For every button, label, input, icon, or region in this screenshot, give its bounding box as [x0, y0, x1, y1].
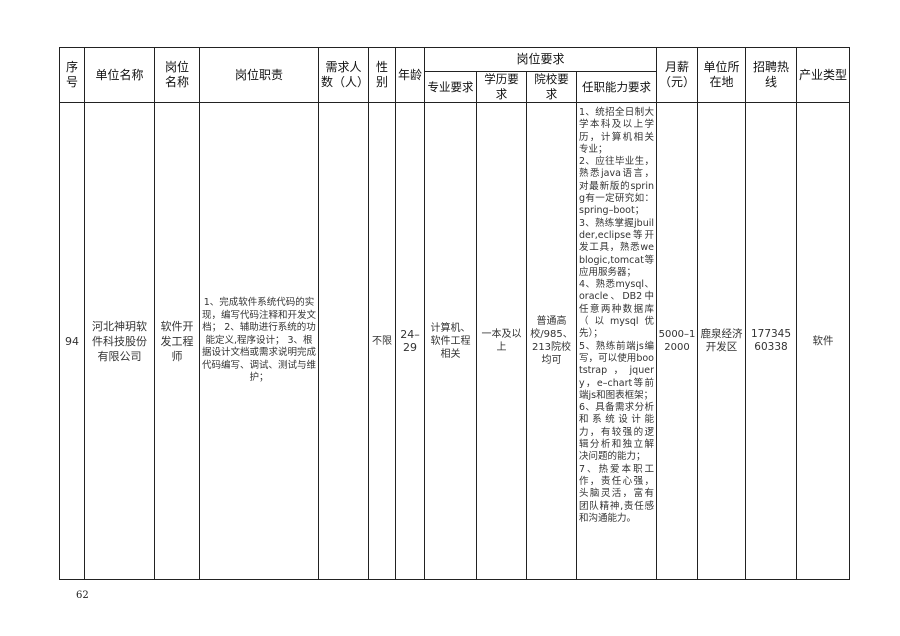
header-index: 序号 [59, 47, 85, 103]
job-table: 序号 单位名称 岗位 名称 岗位职责 需求人数（人） 性别 年龄 岗位要求 月薪… [59, 47, 850, 580]
header-row: 序号 单位名称 岗位 名称 岗位职责 需求人数（人） 性别 年龄 岗位要求 月薪… [59, 47, 850, 103]
header-position: 岗位 名称 [154, 47, 200, 103]
header-education: 学历要求 [476, 71, 527, 103]
cell-headcount [318, 102, 369, 580]
cell-position: 软件开发工程师 [154, 102, 200, 580]
header-gender: 性别 [368, 47, 396, 103]
header-industry: 产业类型 [796, 47, 850, 103]
cell-ability: 1、统招全日制大学本科及以上学历，计算机相关专业； 2、应往毕业生，熟悉java… [576, 102, 657, 580]
cell-school: 普通高校/985、213院校均可 [526, 102, 577, 580]
header-company: 单位名称 [84, 47, 155, 103]
header-headcount: 需求人数（人） [318, 47, 369, 103]
cell-major: 计算机、软件工程相关 [424, 102, 477, 580]
cell-location: 鹿泉经济开发区 [697, 102, 746, 580]
table-row: 94 河北神玥软件科技股份有限公司 软件开发工程师 1、完成软件系统代码的实现，… [59, 102, 850, 580]
page-number: 62 [76, 590, 89, 601]
header-duties: 岗位职责 [199, 47, 319, 103]
cell-age: 24–29 [395, 102, 425, 580]
header-hotline: 招聘热线 [745, 47, 797, 103]
cell-salary: 5000–12000 [656, 102, 698, 580]
header-major: 专业要求 [424, 71, 477, 103]
header-location: 单位所在地 [697, 47, 746, 103]
cell-industry: 软件 [796, 102, 850, 580]
cell-gender: 不限 [368, 102, 396, 580]
header-salary: 月薪（元） [656, 47, 698, 103]
header-school: 院校要求 [526, 71, 577, 103]
header-requirements: 岗位要求 [424, 47, 657, 72]
cell-company: 河北神玥软件科技股份有限公司 [84, 102, 155, 580]
subheader-row: 专业要求 学历要求 院校要求 任职能力要求 [60, 71, 850, 103]
cell-hotline: 17734560338 [745, 102, 797, 580]
cell-index: 94 [59, 102, 85, 580]
cell-duties: 1、完成软件系统代码的实现，编写代码注释和开发文档； 2、辅助进行系统的功能定义… [199, 102, 319, 580]
header-ability: 任职能力要求 [576, 71, 657, 103]
header-age: 年龄 [395, 47, 425, 103]
cell-education: 一本及以上 [476, 102, 527, 580]
